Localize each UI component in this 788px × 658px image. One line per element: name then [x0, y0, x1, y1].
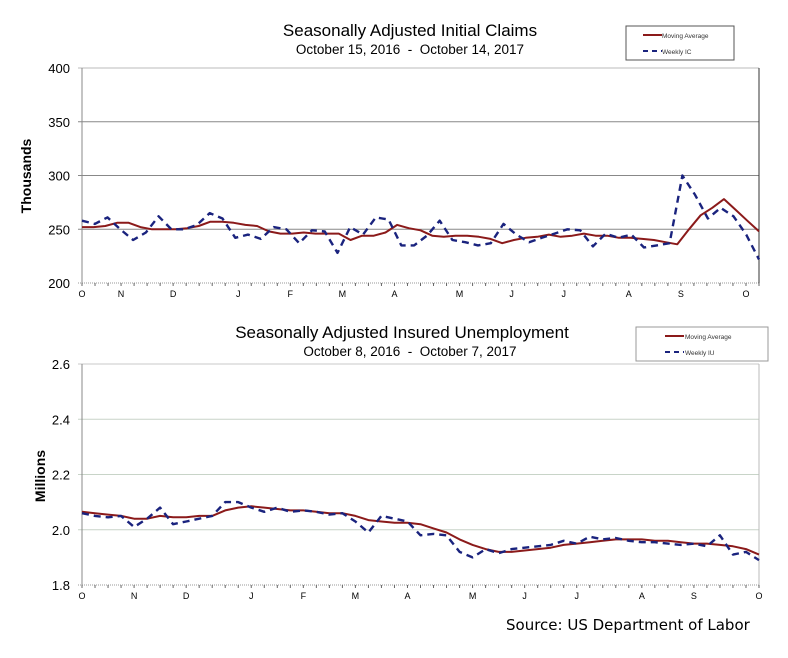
x-tick-label: N — [131, 591, 138, 601]
x-tick-label: J — [522, 591, 527, 601]
y-tick-label: 200 — [48, 276, 70, 291]
x-tick-label: J — [236, 289, 241, 299]
y-tick-label: 300 — [48, 169, 70, 184]
x-tick-label: D — [170, 289, 177, 299]
x-tick-label: J — [509, 289, 514, 299]
x-tick-label: M — [469, 591, 477, 601]
chart1-ylabel: Thousands — [18, 138, 34, 213]
chart1-legend: Moving Average Weekly IC — [625, 25, 735, 61]
legend-moving-average-label: Moving Average — [685, 334, 732, 341]
y-tick-label: 1.8 — [52, 578, 70, 593]
y-tick-label: 2.0 — [52, 523, 70, 538]
weekly-series-line — [81, 500, 760, 562]
x-tick-label: A — [391, 289, 397, 299]
chart1-subtitle: October 15, 2016 - October 14, 2017 — [296, 42, 524, 57]
chart2-legend: Moving Average Weekly IU — [635, 326, 769, 362]
x-tick-label: M — [339, 289, 347, 299]
chart2-ylabel: Millions — [32, 450, 48, 502]
moving-average-line — [82, 198, 760, 246]
source-caption: Source: US Department of Labor — [506, 616, 750, 634]
y-tick-label: 2.2 — [52, 468, 70, 483]
y-tick-label: 2.4 — [52, 412, 70, 427]
x-tick-label: N — [118, 289, 125, 299]
legend-weekly-ic-label: Weekly IC — [662, 49, 692, 56]
chart2-title: Seasonally Adjusted Insured Unemployment — [235, 323, 569, 342]
x-tick-label: S — [691, 591, 697, 601]
y-tick-label: 250 — [48, 222, 70, 237]
moving-average-line — [81, 505, 760, 556]
chart2-subtitle: October 8, 2016 - October 7, 2017 — [303, 344, 516, 359]
x-tick-label: S — [678, 289, 684, 299]
insured-unemployment-chart: Seasonally Adjusted Insured Unemployment… — [32, 323, 769, 601]
x-tick-label: O — [78, 289, 85, 299]
x-tick-label: A — [639, 591, 645, 601]
x-tick-label: O — [78, 591, 85, 601]
x-tick-label: A — [626, 289, 632, 299]
chart1-title: Seasonally Adjusted Initial Claims — [283, 21, 537, 40]
x-tick-label: J — [561, 289, 566, 299]
x-tick-label: O — [742, 289, 749, 299]
y-tick-label: 400 — [48, 61, 70, 76]
initial-claims-chart: Seasonally Adjusted Initial Claims Octob… — [18, 21, 761, 299]
legend-weekly-iu-label: Weekly IU — [685, 350, 715, 357]
legend-moving-average-label: Moving Average — [662, 33, 709, 40]
x-tick-label: J — [574, 591, 579, 601]
x-tick-label: O — [755, 591, 762, 601]
x-tick-label: D — [183, 591, 190, 601]
x-tick-label: M — [456, 289, 464, 299]
weekly-series-line — [81, 174, 761, 260]
x-tick-label: A — [404, 591, 410, 601]
y-tick-label: 2.6 — [52, 357, 70, 372]
y-tick-label: 350 — [48, 115, 70, 130]
x-tick-label: J — [249, 591, 254, 601]
x-tick-label: F — [288, 289, 294, 299]
x-tick-label: M — [352, 591, 360, 601]
x-tick-label: F — [301, 591, 307, 601]
